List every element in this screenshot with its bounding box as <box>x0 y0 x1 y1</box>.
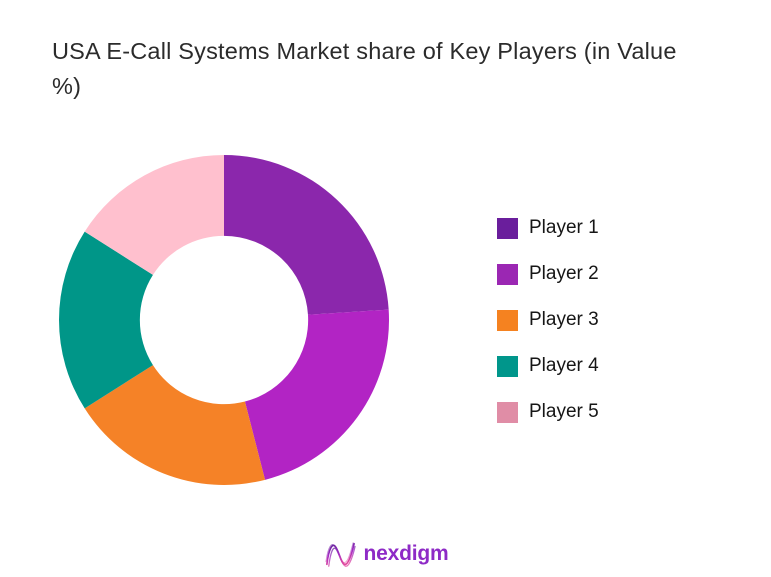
legend-item-player-5: Player 5 <box>497 401 599 423</box>
legend-item-player-3: Player 3 <box>497 309 599 331</box>
legend-swatch <box>497 217 518 239</box>
brand-footer: nexdigm <box>0 536 771 572</box>
chart-title: USA E-Call Systems Market share of Key P… <box>52 38 677 99</box>
legend-label: Player 4 <box>529 355 599 376</box>
chart-legend: Player 1 Player 2 Player 3 Player 4 Player 5 <box>497 217 599 447</box>
legend-item-player-2: Player 2 <box>497 263 599 285</box>
nexdigm-logo-icon <box>324 542 356 567</box>
legend-label: Player 3 <box>529 309 599 330</box>
legend-label: Player 2 <box>529 263 599 284</box>
donut-segment-player-1 <box>224 155 389 315</box>
donut-segment-player-4 <box>59 231 153 409</box>
legend-label: Player 5 <box>529 401 599 422</box>
legend-item-player-1: Player 1 <box>497 217 599 239</box>
legend-swatch <box>497 263 518 285</box>
legend-label: Player 1 <box>529 217 599 238</box>
legend-swatch <box>497 401 518 423</box>
legend-item-player-4: Player 4 <box>497 355 599 377</box>
legend-swatch <box>497 309 518 331</box>
legend-swatch <box>497 355 518 377</box>
donut-segment-player-5 <box>84 155 225 275</box>
donut-chart <box>59 155 389 485</box>
brand-name: nexdigm <box>363 542 449 565</box>
donut-segment-player-3 <box>84 365 266 485</box>
donut-segment-player-2 <box>244 309 389 480</box>
